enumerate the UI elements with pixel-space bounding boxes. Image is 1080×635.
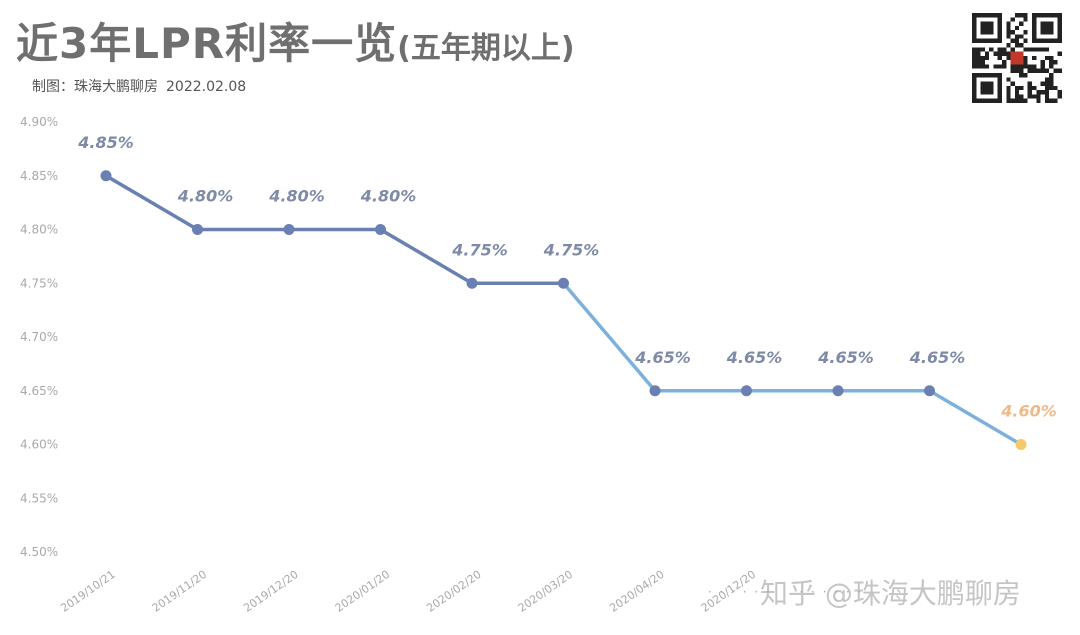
x-tick-label: 2019/12/20: [241, 568, 300, 615]
y-tick-label: 4.65%: [20, 384, 58, 398]
x-tick-label: 2019/10/21: [58, 568, 117, 615]
data-label: 4.65%: [817, 348, 874, 367]
y-tick-label: 4.60%: [20, 438, 58, 452]
y-tick-label: 4.85%: [20, 169, 58, 183]
axis-gap-ellipsis: · · · · · ·: [708, 585, 772, 599]
x-tick-label: 2019/11/20: [150, 568, 209, 615]
x-tick-label: 2020/04/20: [607, 568, 666, 615]
axis-gap-ellipsis: · · · · · ·: [799, 585, 863, 599]
series-line: [104, 174, 1023, 447]
qr-code-icon: [972, 13, 1062, 103]
data-label: 4.75%: [543, 240, 600, 259]
caption-author: 制图：珠海大鹏聊房: [32, 79, 158, 95]
x-axis-ticks: 2019/10/21 2019/11/20 2019/12/20 2020/01/20…: [58, 568, 863, 615]
data-point: [466, 277, 478, 289]
x-tick-label: 2020/02/20: [424, 568, 483, 615]
chart-title: 近3年LPR利率一览: [16, 19, 398, 68]
y-axis-ticks: 4.50% 4.55% 4.60% 4.65% 4.70% 4.75% 4.80% 4.85%…: [20, 115, 58, 559]
data-label: 4.65%: [909, 348, 966, 367]
data-point: [283, 224, 295, 235]
line-segment: [378, 227, 474, 285]
data-point: [924, 385, 935, 397]
y-tick-label: 4.90%: [20, 115, 58, 129]
data-label: 4.65%: [634, 348, 691, 367]
data-point: [1015, 439, 1027, 450]
y-tick-label: 4.75%: [20, 276, 58, 290]
data-point: [741, 385, 752, 397]
data-label: 4.80%: [177, 187, 234, 206]
line-segment: [927, 389, 1023, 447]
line-segment: [104, 174, 200, 232]
data-point: [375, 224, 386, 235]
caption-date: 2022.02.08: [166, 79, 247, 95]
data-point: [649, 385, 661, 397]
data-label: 4.80%: [360, 187, 417, 206]
line-segment: [561, 281, 657, 393]
chart-subtitle: (五年期以上): [397, 31, 575, 66]
y-tick-label: 4.70%: [20, 330, 58, 344]
x-tick-label: 2020/03/20: [516, 568, 575, 615]
data-labels: 4.85% 4.80% 4.80% 4.80% 4.75% 4.75% 4.65% 4.65%…: [77, 133, 1057, 421]
data-label: 4.65%: [726, 348, 783, 367]
data-point: [192, 224, 203, 235]
data-point: [832, 385, 844, 397]
data-label: 4.60%: [1000, 402, 1057, 421]
y-tick-label: 4.50%: [20, 545, 58, 559]
chart-title-row: 近3年LPR利率一览(五年期以上): [16, 10, 575, 71]
y-tick-label: 4.55%: [20, 491, 58, 505]
x-tick-label: 2020/01/20: [333, 568, 392, 615]
chart-caption: 制图：珠海大鹏聊房 2022.02.08: [32, 76, 246, 96]
data-point: [100, 170, 112, 182]
data-label: 4.85%: [77, 133, 134, 152]
data-label: 4.75%: [451, 240, 508, 259]
data-label: 4.80%: [268, 187, 325, 206]
data-point: [558, 277, 569, 289]
data-points: [100, 170, 1027, 450]
watermark: 知乎 @珠海大鹏聊房: [760, 577, 1021, 610]
y-tick-label: 4.80%: [20, 223, 58, 237]
